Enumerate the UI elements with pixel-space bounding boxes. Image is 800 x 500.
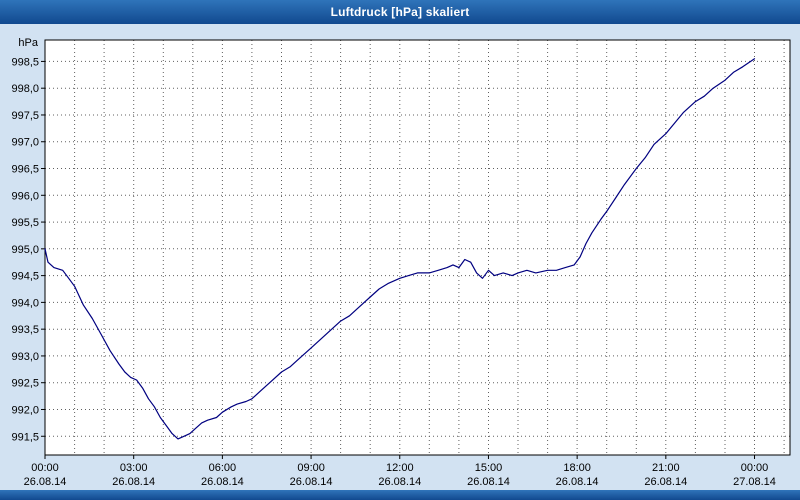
svg-text:21:00: 21:00 [652, 462, 680, 474]
svg-text:26.08.14: 26.08.14 [24, 476, 67, 488]
svg-text:27.08.14: 27.08.14 [733, 476, 776, 488]
svg-text:992,0: 992,0 [11, 405, 39, 417]
svg-text:26.08.14: 26.08.14 [467, 476, 510, 488]
svg-text:997,0: 997,0 [11, 137, 39, 149]
chart-title: Luftdruck [hPa] skaliert [330, 5, 470, 19]
svg-text:00:00: 00:00 [31, 462, 59, 474]
svg-text:996,0: 996,0 [11, 190, 39, 202]
svg-text:26.08.14: 26.08.14 [644, 476, 687, 488]
svg-text:26.08.14: 26.08.14 [201, 476, 244, 488]
svg-text:09:00: 09:00 [297, 462, 325, 474]
svg-text:12:00: 12:00 [386, 462, 414, 474]
svg-text:03:00: 03:00 [120, 462, 148, 474]
chart-title-bar: Luftdruck [hPa] skaliert [0, 0, 800, 24]
svg-text:00:00: 00:00 [741, 462, 769, 474]
svg-text:06:00: 06:00 [209, 462, 237, 474]
svg-text:998,0: 998,0 [11, 83, 39, 95]
svg-text:26.08.14: 26.08.14 [290, 476, 333, 488]
svg-text:15:00: 15:00 [475, 462, 503, 474]
svg-text:994,5: 994,5 [11, 271, 39, 283]
svg-text:26.08.14: 26.08.14 [378, 476, 421, 488]
svg-text:993,0: 993,0 [11, 351, 39, 363]
svg-text:996,5: 996,5 [11, 164, 39, 176]
svg-text:992,5: 992,5 [11, 378, 39, 390]
svg-text:995,0: 995,0 [11, 244, 39, 256]
pressure-chart: 998,5 998,0 997,5 997,0 996,5 996,0 995,5 995,0… [11, 37, 791, 488]
svg-text:26.08.14: 26.08.14 [112, 476, 155, 488]
svg-text:18:00: 18:00 [563, 462, 591, 474]
window-bottom-border [0, 490, 800, 500]
svg-text:994,0: 994,0 [11, 297, 39, 309]
svg-text:hPa: hPa [18, 37, 38, 49]
svg-text:993,5: 993,5 [11, 324, 39, 336]
svg-text:26.08.14: 26.08.14 [556, 476, 599, 488]
svg-text:997,5: 997,5 [11, 110, 39, 122]
svg-text:991,5: 991,5 [11, 431, 39, 443]
chart-area: 998,5 998,0 997,5 997,0 996,5 996,0 995,5 995,0… [0, 24, 800, 490]
svg-text:998,5: 998,5 [11, 56, 39, 68]
svg-text:995,5: 995,5 [11, 217, 39, 229]
